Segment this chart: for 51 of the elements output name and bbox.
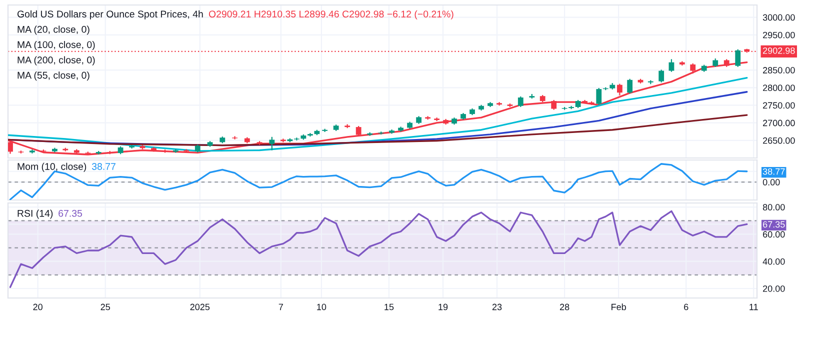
annotation: MA (200, close, 0) <box>18 56 95 66</box>
y-tick-label: 80.00 <box>762 204 785 210</box>
line-series <box>9 210 748 288</box>
candlestick <box>616 83 622 96</box>
ref-line-label: 2902.98 <box>763 47 795 54</box>
x-tick-label: 28 <box>560 304 570 310</box>
y-tick-label: 2950.00 <box>763 32 795 38</box>
y-tick-label: 2800.00 <box>763 84 795 92</box>
chart-title: Mom (10, close) <box>18 162 86 172</box>
x-tick-label: 7 <box>278 304 283 310</box>
candlestick <box>551 99 557 110</box>
y-tick-label: 2750.00 <box>763 102 795 109</box>
annotation: 38.77 <box>92 163 116 170</box>
y-tick-label: 38.77 <box>762 168 785 175</box>
x-tick-label: 19 <box>438 304 448 310</box>
text: Gold US Dollars per Ounce Spot Prices, 4h <box>17 10 203 20</box>
annotation: MA (20, close, 0) <box>18 26 90 35</box>
candlestick <box>627 78 633 94</box>
candlestick <box>668 58 674 72</box>
y-tick-label: 0.00 <box>762 179 780 186</box>
x-tick-label: 15 <box>384 304 394 310</box>
x-tick-label: 23 <box>492 304 502 310</box>
candlestick <box>356 125 362 136</box>
line-series <box>9 163 748 200</box>
y-tick-label: 20.00 <box>763 285 785 292</box>
candlestick <box>735 48 741 68</box>
candlestick <box>658 69 664 83</box>
annotation: 67.35 <box>58 210 82 217</box>
y-tick-label: 60.00 <box>763 231 785 238</box>
line-series <box>8 114 748 146</box>
x-tick-label: Feb <box>612 304 626 310</box>
candlestick <box>269 136 275 151</box>
y-tick-label: 2850.00 <box>763 67 795 74</box>
x-tick-label: 11 <box>750 304 758 310</box>
annotation: O2909.21 H2910.35 L2899.46 C2902.98 −6.12 (−0.21%) <box>208 10 454 20</box>
y-tick-label: 40.00 <box>762 258 785 265</box>
candlestick <box>596 87 602 106</box>
x-tick-label: 10 <box>317 304 326 310</box>
annotation: MA (55, close, 0) <box>18 72 90 81</box>
x-tick-label: 25 <box>100 304 110 310</box>
candlestick <box>232 136 238 140</box>
annotation: MA (100, close, 0) <box>18 40 95 50</box>
y-tick-label: 67.35 <box>763 221 785 228</box>
x-tick-label: 2025 <box>190 304 210 310</box>
candlestick <box>518 96 524 108</box>
x-tick-label: 20 <box>33 304 42 310</box>
text: RSI (14) <box>18 210 53 219</box>
y-tick-label: 3000.00 <box>762 14 795 21</box>
y-tick-label: 2650.00 <box>763 137 795 144</box>
x-tick-label: 6 <box>684 304 688 310</box>
y-tick-label: 2700.00 <box>763 120 795 126</box>
